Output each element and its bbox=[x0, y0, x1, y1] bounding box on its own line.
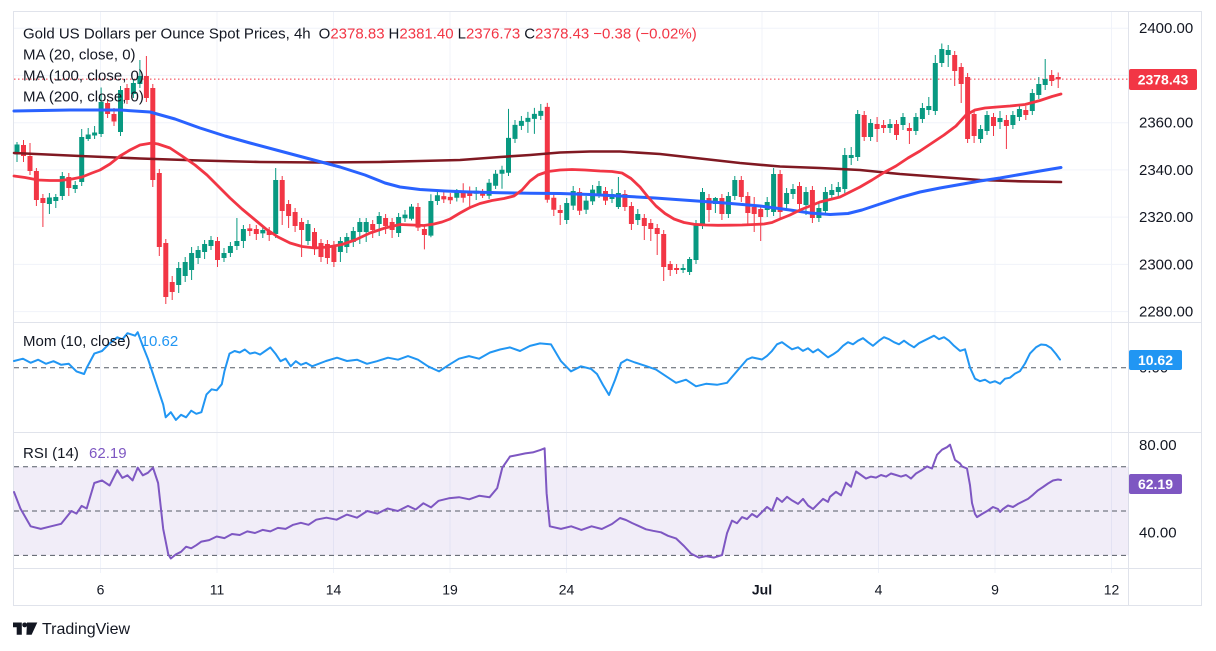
svg-text:24: 24 bbox=[559, 581, 575, 597]
svg-text:2300.00: 2300.00 bbox=[1139, 256, 1193, 273]
svg-text:4: 4 bbox=[875, 581, 883, 597]
svg-text:2360.00: 2360.00 bbox=[1139, 115, 1193, 132]
svg-text:19: 19 bbox=[442, 581, 458, 597]
svg-text:MA (20, close, 0): MA (20, close, 0) bbox=[23, 47, 136, 64]
svg-text:MA (200, close, 0): MA (200, close, 0) bbox=[23, 89, 144, 106]
svg-text:14: 14 bbox=[326, 581, 342, 597]
svg-text:40.00: 40.00 bbox=[1139, 525, 1177, 542]
svg-text:10.62: 10.62 bbox=[1138, 352, 1173, 368]
svg-text:Jul: Jul bbox=[752, 581, 772, 597]
svg-text:TradingView: TradingView bbox=[42, 621, 130, 638]
svg-text:MA (100, close, 0): MA (100, close, 0) bbox=[23, 68, 144, 85]
svg-text:2340.00: 2340.00 bbox=[1139, 162, 1193, 179]
svg-text:2320.00: 2320.00 bbox=[1139, 209, 1193, 226]
svg-text:RSI (14) 62.19: RSI (14) 62.19 bbox=[23, 445, 127, 462]
svg-text:6: 6 bbox=[97, 581, 105, 597]
svg-text:11: 11 bbox=[210, 581, 225, 597]
svg-text:Mom (10, close) 10.62: Mom (10, close) 10.62 bbox=[23, 333, 178, 350]
svg-text:9: 9 bbox=[991, 581, 999, 597]
svg-text:62.19: 62.19 bbox=[1138, 476, 1173, 492]
svg-text:12: 12 bbox=[1104, 581, 1120, 597]
svg-text:2378.43: 2378.43 bbox=[1138, 72, 1189, 88]
svg-text:2400.00: 2400.00 bbox=[1139, 20, 1193, 37]
svg-text:80.00: 80.00 bbox=[1139, 437, 1177, 454]
svg-text:2280.00: 2280.00 bbox=[1139, 304, 1193, 321]
svg-text:Gold US Dollars per Ounce Spot: Gold US Dollars per Ounce Spot Prices, 4… bbox=[23, 26, 697, 43]
